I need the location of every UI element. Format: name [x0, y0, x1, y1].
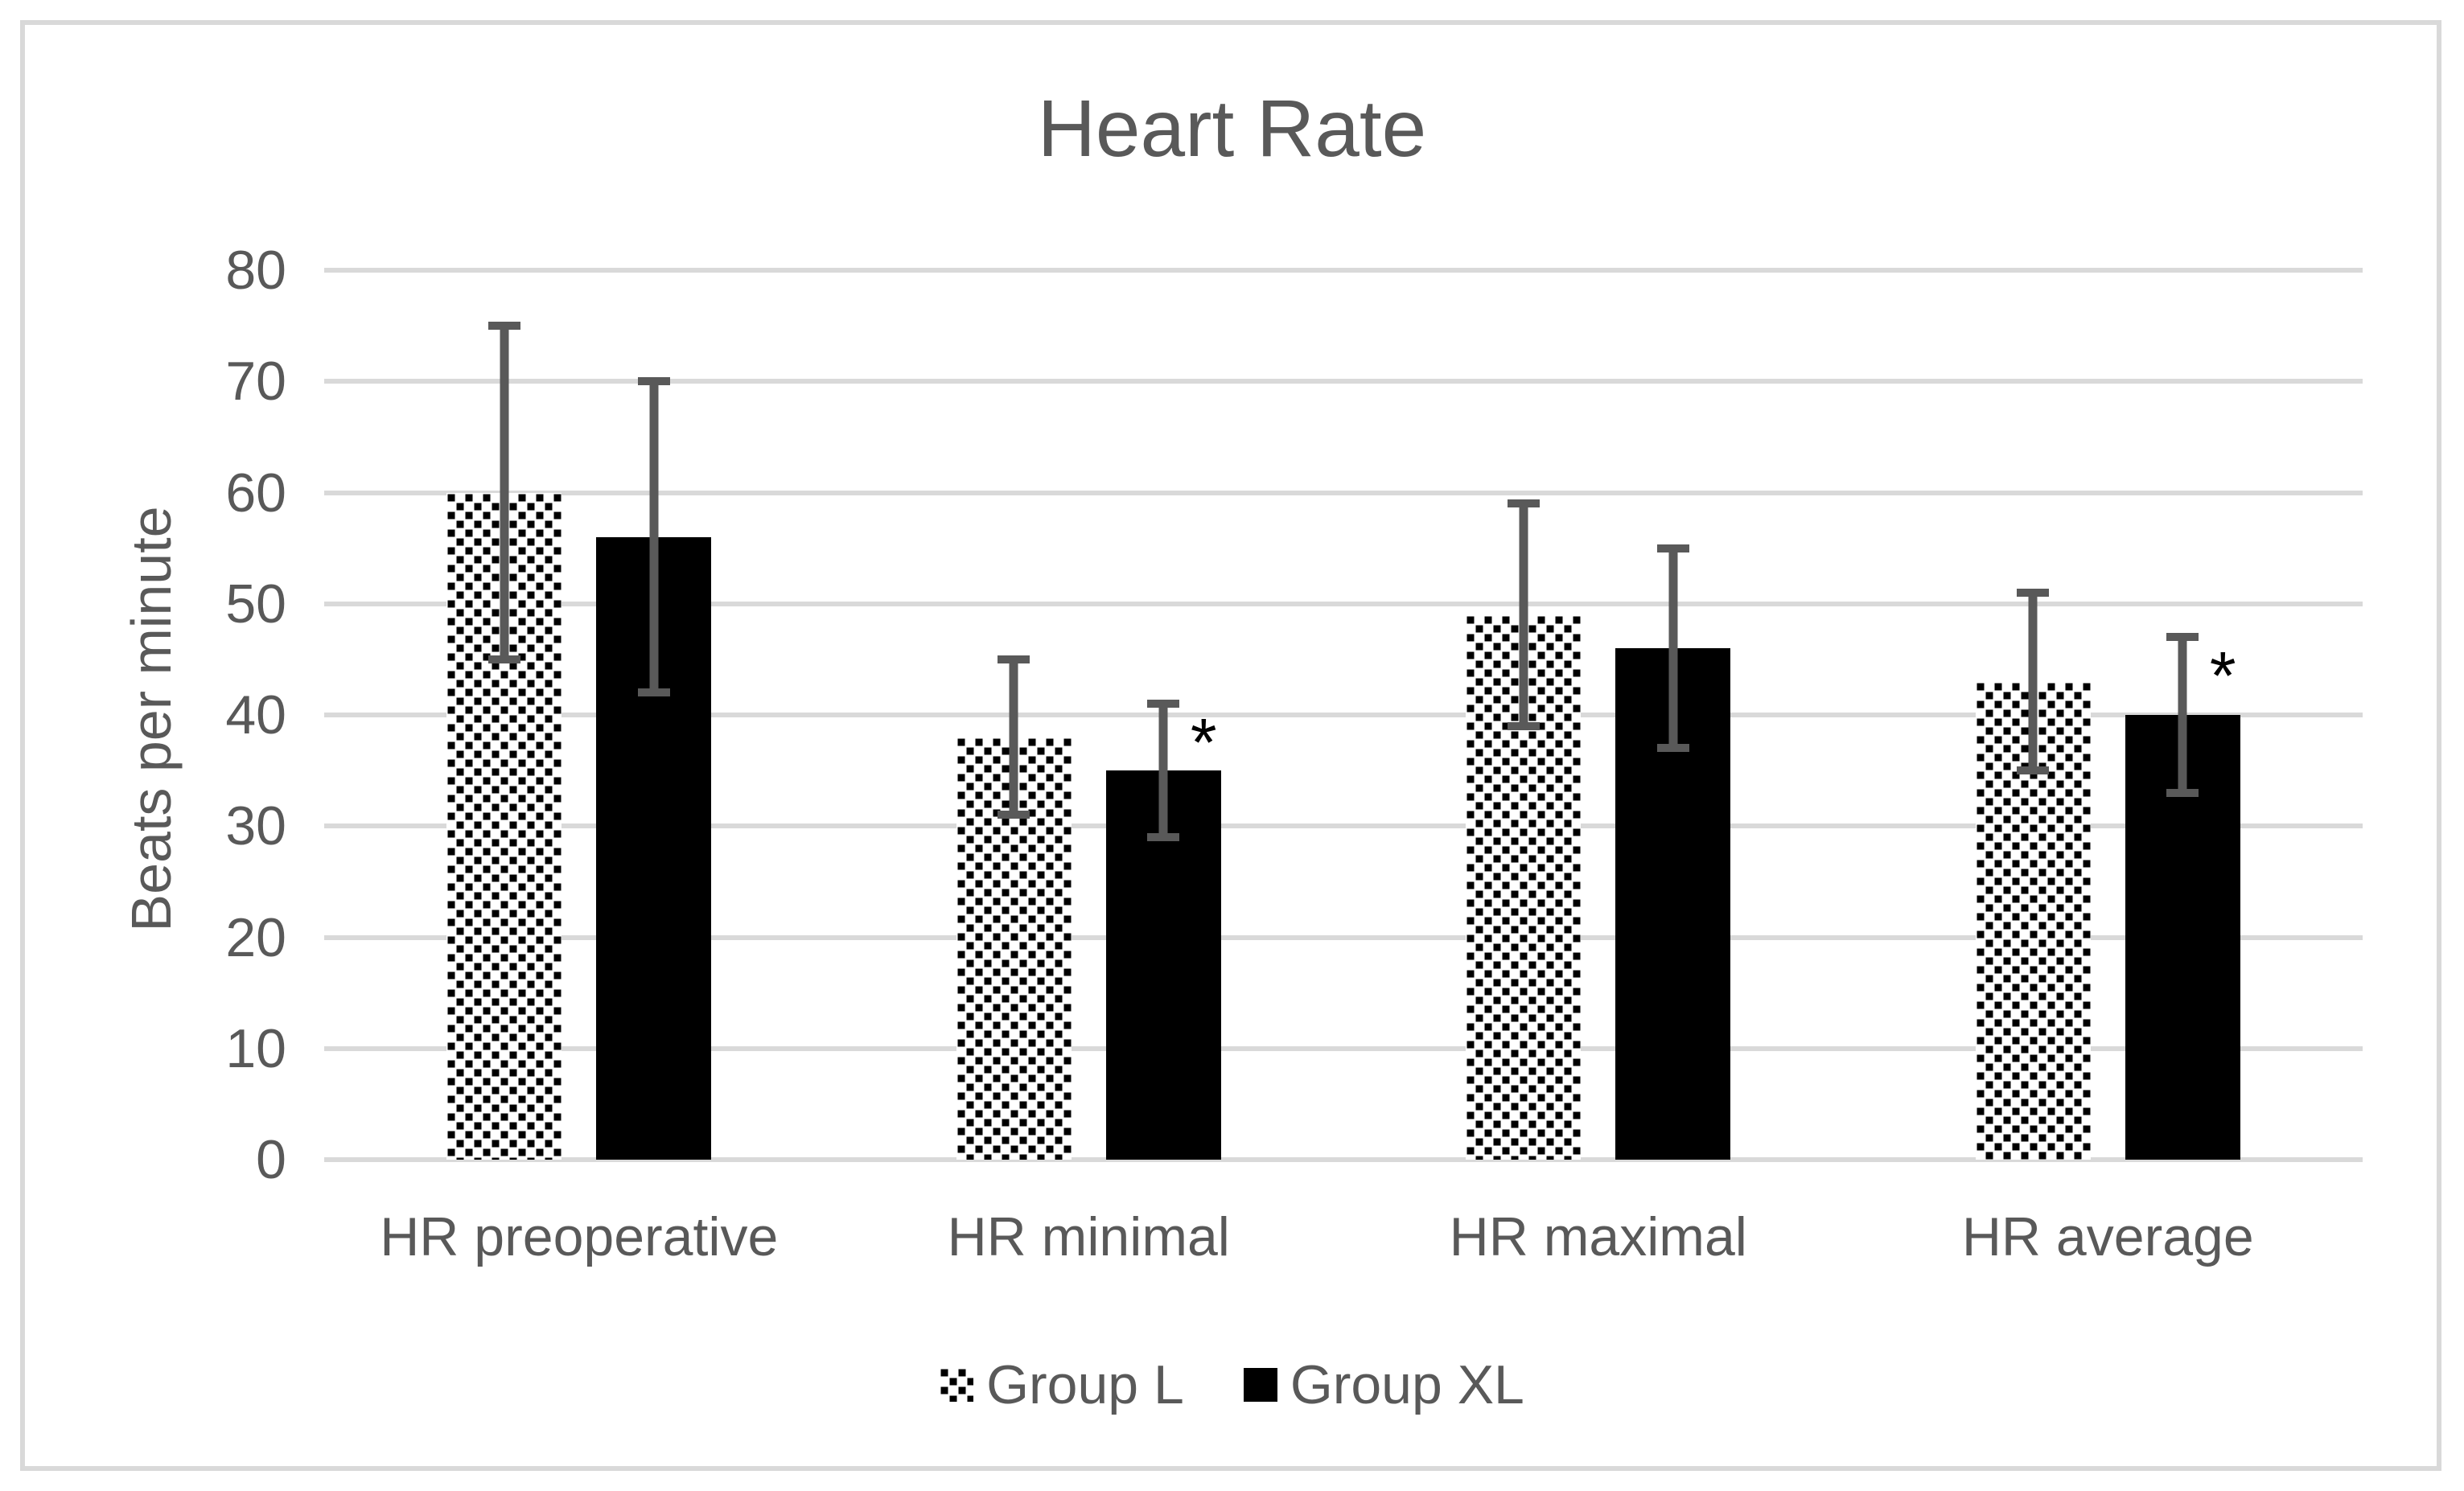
error-bar-cap-bottom	[2017, 766, 2050, 775]
error-bar-cap-bottom	[1147, 833, 1180, 842]
error-bar-group-xl-hr-preoperative	[637, 377, 670, 697]
error-bar-group-l-hr-average	[2017, 588, 2050, 775]
y-tick-label: 0	[256, 1129, 286, 1190]
x-category-label-hr-preoperative: HR preoperative	[380, 1206, 779, 1267]
gridline	[324, 713, 2363, 717]
error-bar-cap-bottom	[487, 655, 520, 663]
error-bar-stem	[1519, 499, 1528, 730]
error-bar-cap-bottom	[1656, 744, 1689, 753]
error-bar-group-l-hr-maximal	[1507, 499, 1540, 730]
error-bar-stem	[2028, 588, 2038, 775]
legend-item-group-xl: Group XL	[1243, 1353, 1524, 1416]
y-tick-label: 10	[225, 1017, 286, 1079]
legend-label-group-l: Group L	[986, 1354, 1184, 1415]
gridline	[324, 601, 2363, 606]
error-bar-group-xl-hr-average	[2166, 633, 2199, 797]
error-bar-group-xl-hr-minimal	[1147, 700, 1180, 842]
gridline	[324, 934, 2363, 940]
legend-swatch-dotted-icon	[940, 1368, 974, 1402]
bar-group-l-hr-minimal	[956, 737, 1072, 1160]
y-tick-label: 60	[225, 462, 286, 524]
error-bar-stem	[500, 322, 509, 663]
legend-item-group-l: Group L	[940, 1353, 1184, 1416]
y-tick-label: 50	[225, 573, 286, 635]
error-bar-stem	[649, 377, 659, 697]
error-bar-group-l-hr-preoperative	[487, 322, 520, 663]
legend: Group L Group XL	[0, 1345, 2464, 1425]
x-category-label-hr-maximal: HR maximal	[1449, 1206, 1747, 1267]
y-tick-label: 30	[225, 795, 286, 857]
error-bar-cap-bottom	[2166, 788, 2199, 797]
error-bar-group-xl-hr-maximal	[1656, 544, 1689, 753]
x-category-label-hr-minimal: HR minimal	[947, 1206, 1230, 1267]
gridline	[324, 1157, 2363, 1162]
error-bar-stem	[1668, 544, 1678, 753]
error-bar-stem	[1158, 700, 1168, 842]
y-tick-label: 20	[225, 906, 286, 968]
error-bar-group-l-hr-minimal	[998, 655, 1030, 819]
gridline	[324, 490, 2363, 495]
error-bar-stem	[2178, 633, 2187, 797]
legend-label-group-xl: Group XL	[1290, 1354, 1524, 1415]
gridline	[324, 268, 2363, 273]
y-tick-label: 80	[225, 240, 286, 301]
legend-swatch-solid-icon	[1243, 1368, 1277, 1402]
gridline	[324, 1045, 2363, 1051]
error-bar-cap-bottom	[998, 811, 1030, 819]
significance-asterisk-hr-minimal: *	[1190, 704, 1217, 781]
significance-asterisk-hr-average: *	[2209, 638, 2236, 714]
gridline	[324, 824, 2363, 829]
error-bar-stem	[1009, 655, 1018, 819]
y-tick-label: 70	[225, 351, 286, 413]
chart-title: Heart Rate	[1037, 84, 1427, 174]
x-category-label-hr-average: HR average	[1961, 1206, 2254, 1267]
error-bar-cap-bottom	[1507, 721, 1540, 730]
error-bar-cap-bottom	[637, 688, 670, 697]
gridline	[324, 379, 2363, 384]
y-tick-label: 40	[225, 684, 286, 746]
